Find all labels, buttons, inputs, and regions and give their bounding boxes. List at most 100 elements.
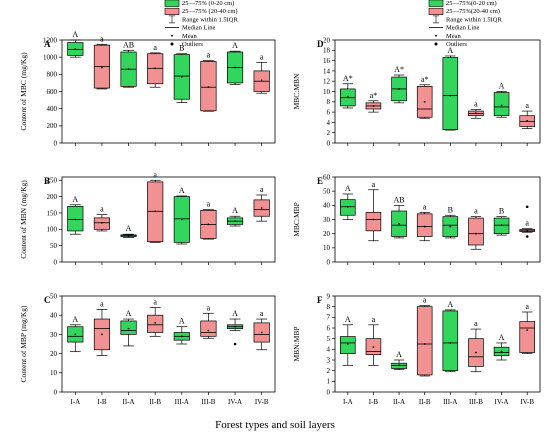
box-iii-b: a [200, 303, 217, 339]
y-tick-label: 20 [323, 230, 331, 238]
mean-marker [449, 225, 452, 228]
y-tick-label: 10 [323, 244, 331, 252]
significance-letter: a [260, 185, 264, 194]
x-tick-label: II-B [419, 398, 431, 406]
significance-letter: B [499, 207, 504, 216]
y-axis-label: MBC:MBN [292, 73, 301, 109]
panel-c: C 0 10 20 30 40 50 Content of MBP (mg/Kg) I-A I-B… [19, 292, 276, 406]
iqr-box [468, 217, 484, 246]
y-axis-label: Content of MBP (mg/Kg) [19, 305, 28, 383]
legend-entry: Outliers [182, 41, 203, 48]
box-i-b: a [365, 180, 382, 242]
box-iii-b: a [468, 319, 484, 373]
mean-marker [74, 218, 77, 221]
y-tick-label: 30 [323, 216, 331, 224]
significance-letter: A [72, 30, 78, 39]
significance-letter: a [153, 298, 157, 307]
mean-marker [74, 48, 77, 50]
legend-entry: 25—75% (20-40 cm) [182, 8, 238, 15]
box-i-a: A [340, 315, 356, 366]
iqr-box [442, 57, 459, 130]
box-iii-b: a [200, 51, 217, 112]
box-iii-a: B [442, 205, 459, 239]
y-tick-label: 14 [323, 67, 331, 75]
significance-letter: B [448, 205, 453, 214]
box-ii-b: a [147, 298, 164, 337]
mean-marker [180, 218, 183, 221]
mean-marker [260, 331, 263, 334]
mean-marker [260, 79, 263, 82]
legend-key-outlier [434, 42, 438, 46]
x-tick-label: IV-B [255, 398, 269, 406]
y-tick-label: 3 [327, 356, 331, 364]
legend-entry: Outliers [446, 41, 467, 48]
box-ii-a: A* [391, 65, 407, 104]
box-i-b: a [93, 205, 111, 232]
box-iv-b: a [253, 52, 270, 94]
iqr-box [200, 320, 217, 337]
x-tick-label: III-B [469, 398, 483, 406]
iqr-box [147, 314, 164, 333]
legend-entry: Median Line [182, 25, 216, 32]
plot-frame [61, 295, 276, 393]
box-iv-a: A [493, 333, 510, 361]
significance-letter: A* [343, 74, 353, 83]
legend-entry: Range within 1.5IQR [182, 16, 238, 23]
panel-b: B 0 50 100 150 200 250 Content of MBN (mg/Kg) Aa… [19, 170, 276, 266]
box-ii-b: a [147, 170, 164, 243]
outlier-point [525, 205, 529, 209]
significance-letter: a [207, 303, 211, 312]
y-tick-label: 40 [50, 312, 58, 320]
x-tick-label: III-B [201, 398, 215, 406]
significance-letter: a [100, 299, 104, 308]
mean-marker [234, 325, 236, 328]
legend-entry: Mean [446, 33, 462, 40]
y-tick-label: 4 [327, 119, 331, 127]
box-i-a: A* [340, 74, 356, 109]
y-tick-label: 2 [327, 367, 331, 375]
iqr-box [416, 213, 433, 237]
significance-letter: A [126, 224, 132, 233]
box-iii-a: A [442, 300, 459, 373]
mean-marker [127, 234, 130, 237]
box-ii-b: a [416, 202, 433, 242]
mean-marker [127, 327, 130, 330]
mean-marker [101, 333, 103, 336]
mean-marker [526, 329, 529, 332]
box-i-b: a* [365, 91, 382, 113]
x-tick-label: I-B [369, 398, 379, 406]
iqr-box [442, 310, 459, 372]
significance-letter: a [525, 101, 529, 110]
box-iv-b: a [519, 302, 535, 354]
box-iv-a: A [493, 82, 510, 118]
mean-marker [449, 342, 452, 344]
box-ii-a: A [120, 309, 137, 347]
legend-left: 25—75% (0-20 cm)25—75% (20-40 cm)Range w… [164, 0, 238, 48]
y-axis-label: Content of MBC (mg/Kg) [19, 52, 28, 131]
significance-letter: A [232, 206, 238, 215]
y-axis-label: MBC:MBP [292, 202, 301, 237]
legend-right: 25—75%(0-20 cm)25—75%(20-40 cm)Range wit… [428, 0, 502, 48]
panel-label: A [44, 39, 51, 49]
mean-marker [526, 119, 529, 122]
significance-letter: AB [123, 40, 134, 49]
mean-marker [346, 95, 349, 98]
mean-marker [346, 343, 349, 345]
panel-d: D 0 2 4 6 8 10 12 14 16 18 20 MBC:MBN A* a* A* a* Aa Aa [292, 36, 541, 147]
significance-letter: a [372, 180, 376, 189]
outlier-point [525, 235, 529, 238]
significance-letter: A [499, 82, 505, 91]
mean-marker [207, 329, 210, 332]
legend-key-pink [428, 7, 444, 15]
y-axis-label: MBN:MBP [292, 326, 301, 361]
significance-letter: A [232, 41, 238, 50]
mean-marker [260, 207, 263, 209]
significance-letter: AB [394, 195, 405, 204]
box-iv-b: a [253, 185, 270, 222]
box-iii-a: A [442, 46, 459, 131]
significance-letter: a [100, 205, 104, 214]
significance-letter: a [153, 43, 157, 52]
legend-key-green [164, 0, 180, 7]
mean-marker [423, 100, 426, 103]
